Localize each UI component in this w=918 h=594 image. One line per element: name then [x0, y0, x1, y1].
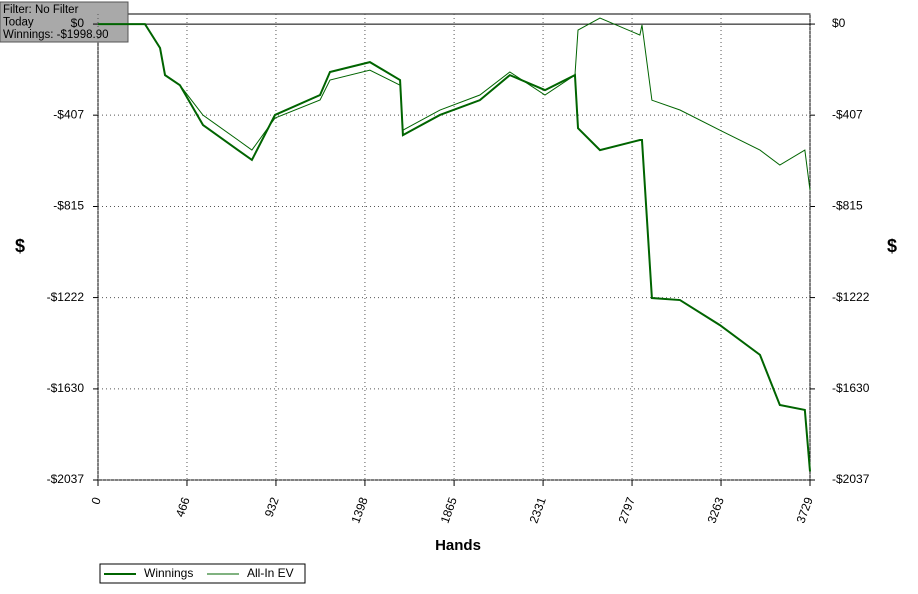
legend-label: All-In EV: [247, 566, 294, 580]
legend-label: Winnings: [144, 566, 193, 580]
y2-tick-label: -$407: [832, 107, 863, 121]
y-tick-label: -$1630: [47, 381, 85, 395]
y-tick-label: -$2037: [47, 472, 85, 486]
y-tick-label: -$407: [53, 107, 84, 121]
y2-tick-label: -$815: [832, 199, 863, 213]
filter-text: Winnings: -$1998.90: [3, 29, 108, 41]
x-axis-label: Hands: [435, 537, 481, 554]
x-tick-label: 1398: [348, 495, 370, 525]
x-tick-label: 3729: [794, 495, 816, 525]
y-tick-label: -$1222: [47, 290, 85, 304]
y2-tick-label: -$1222: [832, 290, 870, 304]
legend-box: [99, 563, 306, 584]
filter-box: [0, 1, 129, 43]
x-tick-label: 3263: [705, 495, 727, 525]
filter-text: Filter: No Filter: [3, 4, 79, 16]
x-tick-label: 0: [88, 495, 104, 506]
y2-tick-label: -$1630: [832, 381, 870, 395]
y2-tick-label: -$2037: [832, 472, 870, 486]
series-line: [98, 17, 811, 191]
x-tick-label: 466: [173, 495, 193, 519]
y-axis-label: $: [15, 236, 25, 256]
x-tick-label: 2331: [527, 495, 549, 525]
y-tick-label: $0: [71, 16, 85, 30]
x-tick-label: 932: [262, 495, 282, 519]
y2-tick-label: $0: [832, 16, 846, 30]
x-tick-label: 1865: [438, 495, 460, 525]
series-line: [98, 23, 811, 472]
y2-axis-label: $: [887, 236, 897, 256]
filter-text: Today: [3, 17, 34, 29]
y-tick-label: -$815: [53, 199, 84, 213]
x-tick-label: 2797: [616, 495, 638, 525]
